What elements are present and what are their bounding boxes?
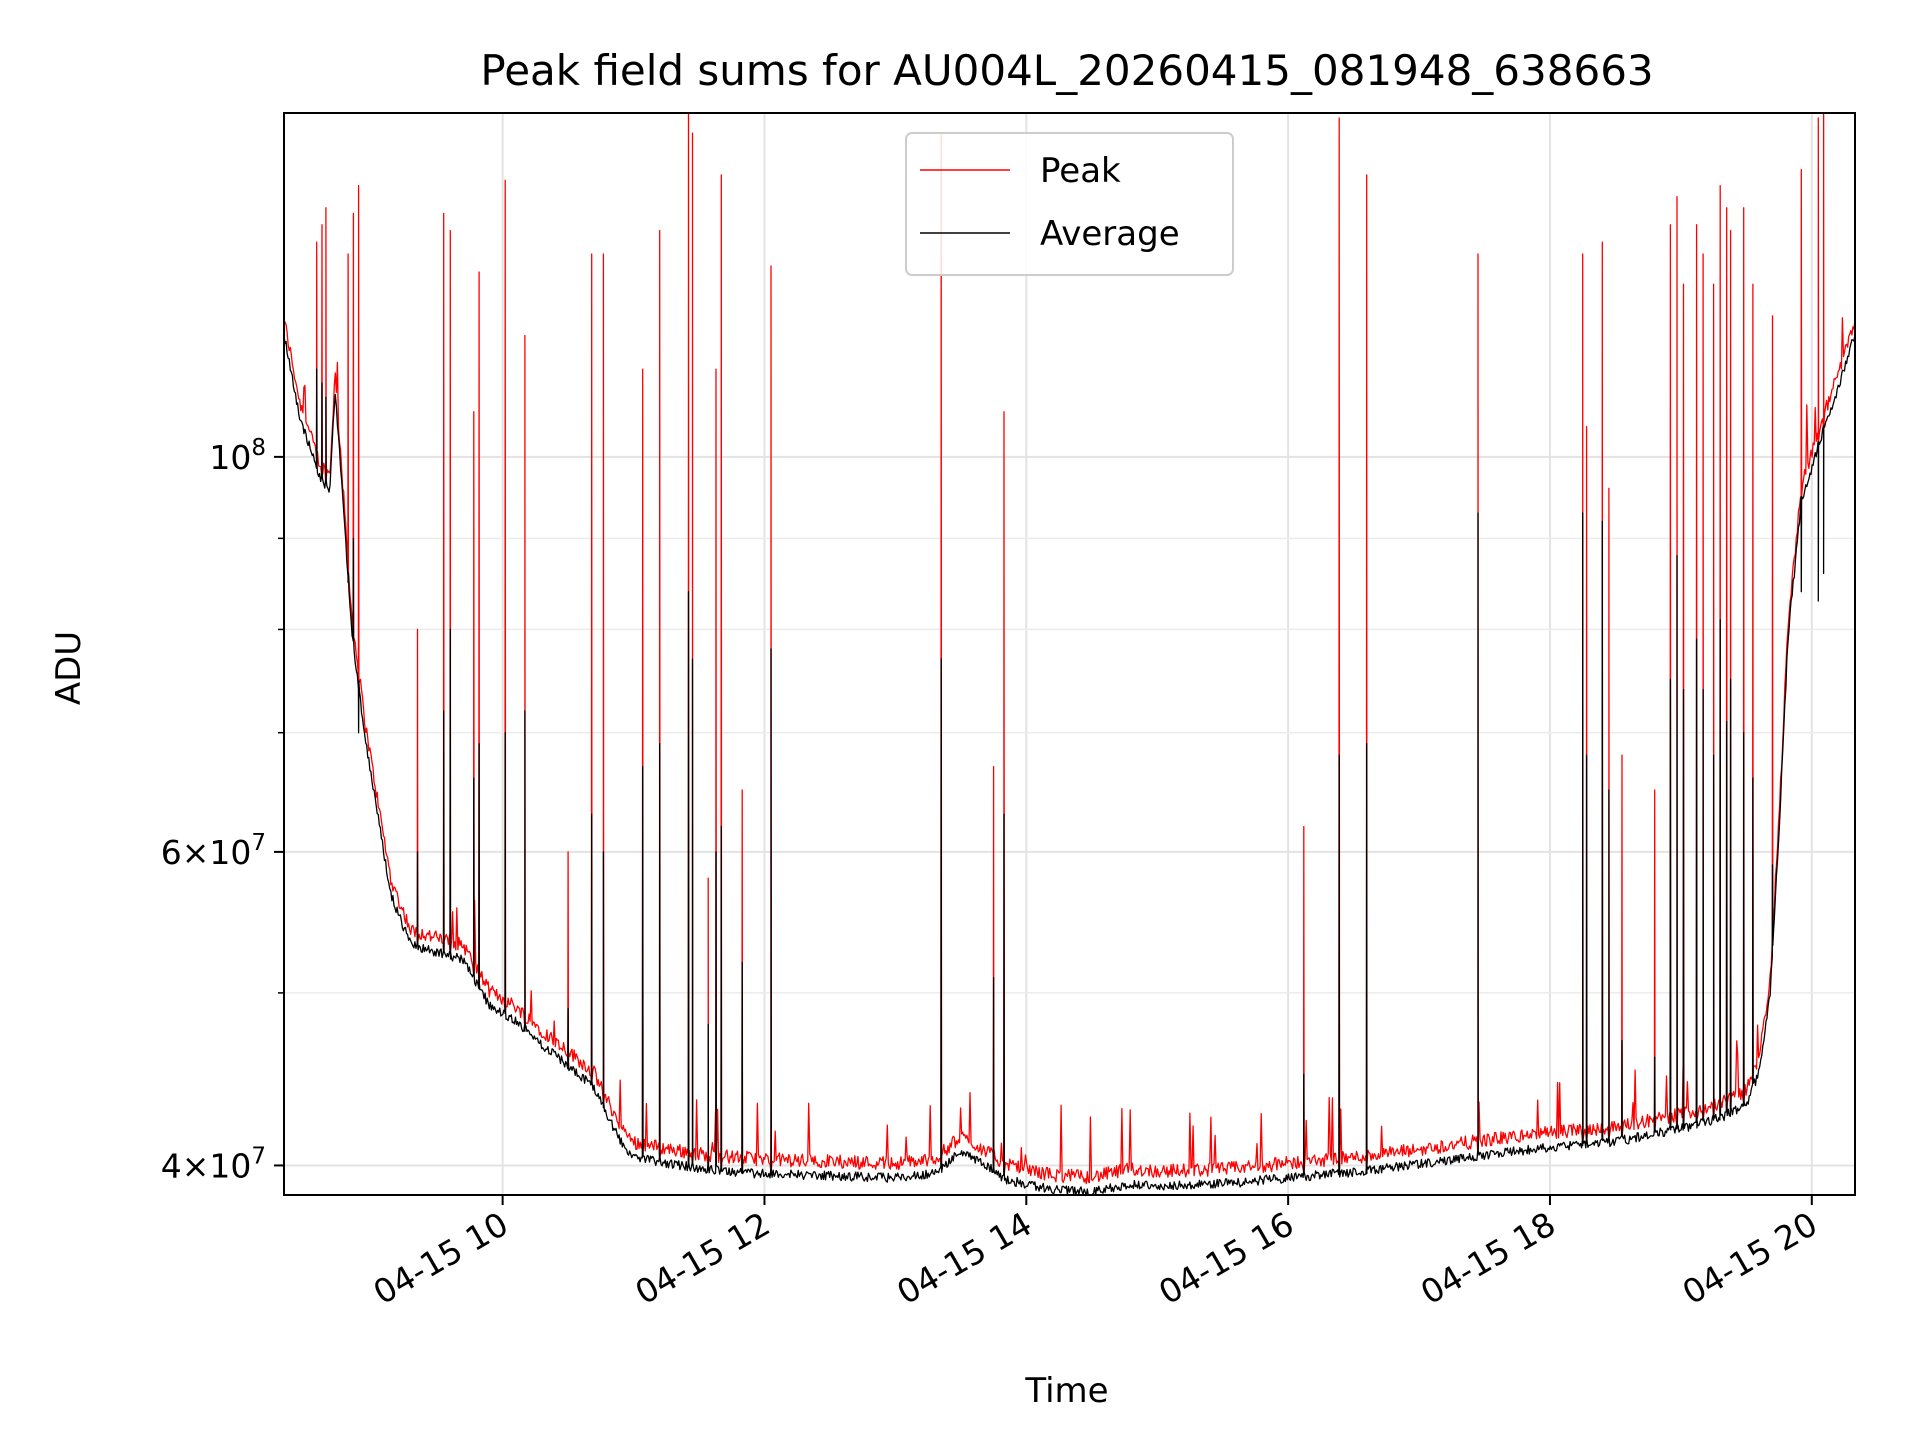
legend: Peak Average — [905, 132, 1234, 276]
legend-box — [905, 132, 1234, 276]
series-peak-line — [284, 113, 1855, 1185]
grid — [284, 113, 1855, 1195]
y-ticks: 4×107 6×107 108 — [161, 435, 284, 1185]
legend-peak-label: Peak — [1040, 151, 1121, 191]
chart-title: Peak field sums for AU004L_20260415_0819… — [480, 46, 1653, 95]
y-tick-label: 4×107 — [161, 1143, 266, 1185]
y-tick-label: 6×107 — [161, 830, 266, 872]
x-axis-label: Time — [1024, 1371, 1108, 1411]
series-layer — [284, 113, 1855, 1195]
series-average-line — [284, 333, 1855, 1195]
plot-frame — [283, 112, 1856, 1196]
legend-average-label: Average — [1040, 214, 1180, 254]
y-axis-label: ADU — [49, 631, 89, 705]
y-tick-label: 108 — [209, 435, 266, 477]
